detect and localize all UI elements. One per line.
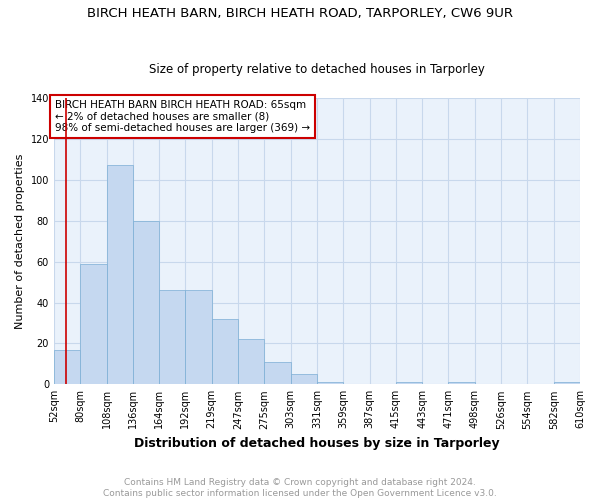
Bar [317, 382, 343, 384]
Bar [107, 166, 133, 384]
Bar [265, 362, 290, 384]
X-axis label: Distribution of detached houses by size in Tarporley: Distribution of detached houses by size … [134, 437, 500, 450]
Text: BIRCH HEATH BARN BIRCH HEATH ROAD: 65sqm
← 2% of detached houses are smaller (8): BIRCH HEATH BARN BIRCH HEATH ROAD: 65sqm… [55, 100, 310, 133]
Bar [290, 374, 317, 384]
Bar [554, 382, 580, 384]
Y-axis label: Number of detached properties: Number of detached properties [15, 154, 25, 329]
Bar [185, 290, 212, 384]
Bar [448, 382, 475, 384]
Title: Size of property relative to detached houses in Tarporley: Size of property relative to detached ho… [149, 63, 485, 76]
Bar [238, 340, 265, 384]
Bar [396, 382, 422, 384]
Bar [54, 350, 80, 384]
Text: Contains HM Land Registry data © Crown copyright and database right 2024.
Contai: Contains HM Land Registry data © Crown c… [103, 478, 497, 498]
Bar [159, 290, 185, 384]
Bar [212, 319, 238, 384]
Text: BIRCH HEATH BARN, BIRCH HEATH ROAD, TARPORLEY, CW6 9UR: BIRCH HEATH BARN, BIRCH HEATH ROAD, TARP… [87, 8, 513, 20]
Bar [133, 220, 159, 384]
Bar [80, 264, 107, 384]
